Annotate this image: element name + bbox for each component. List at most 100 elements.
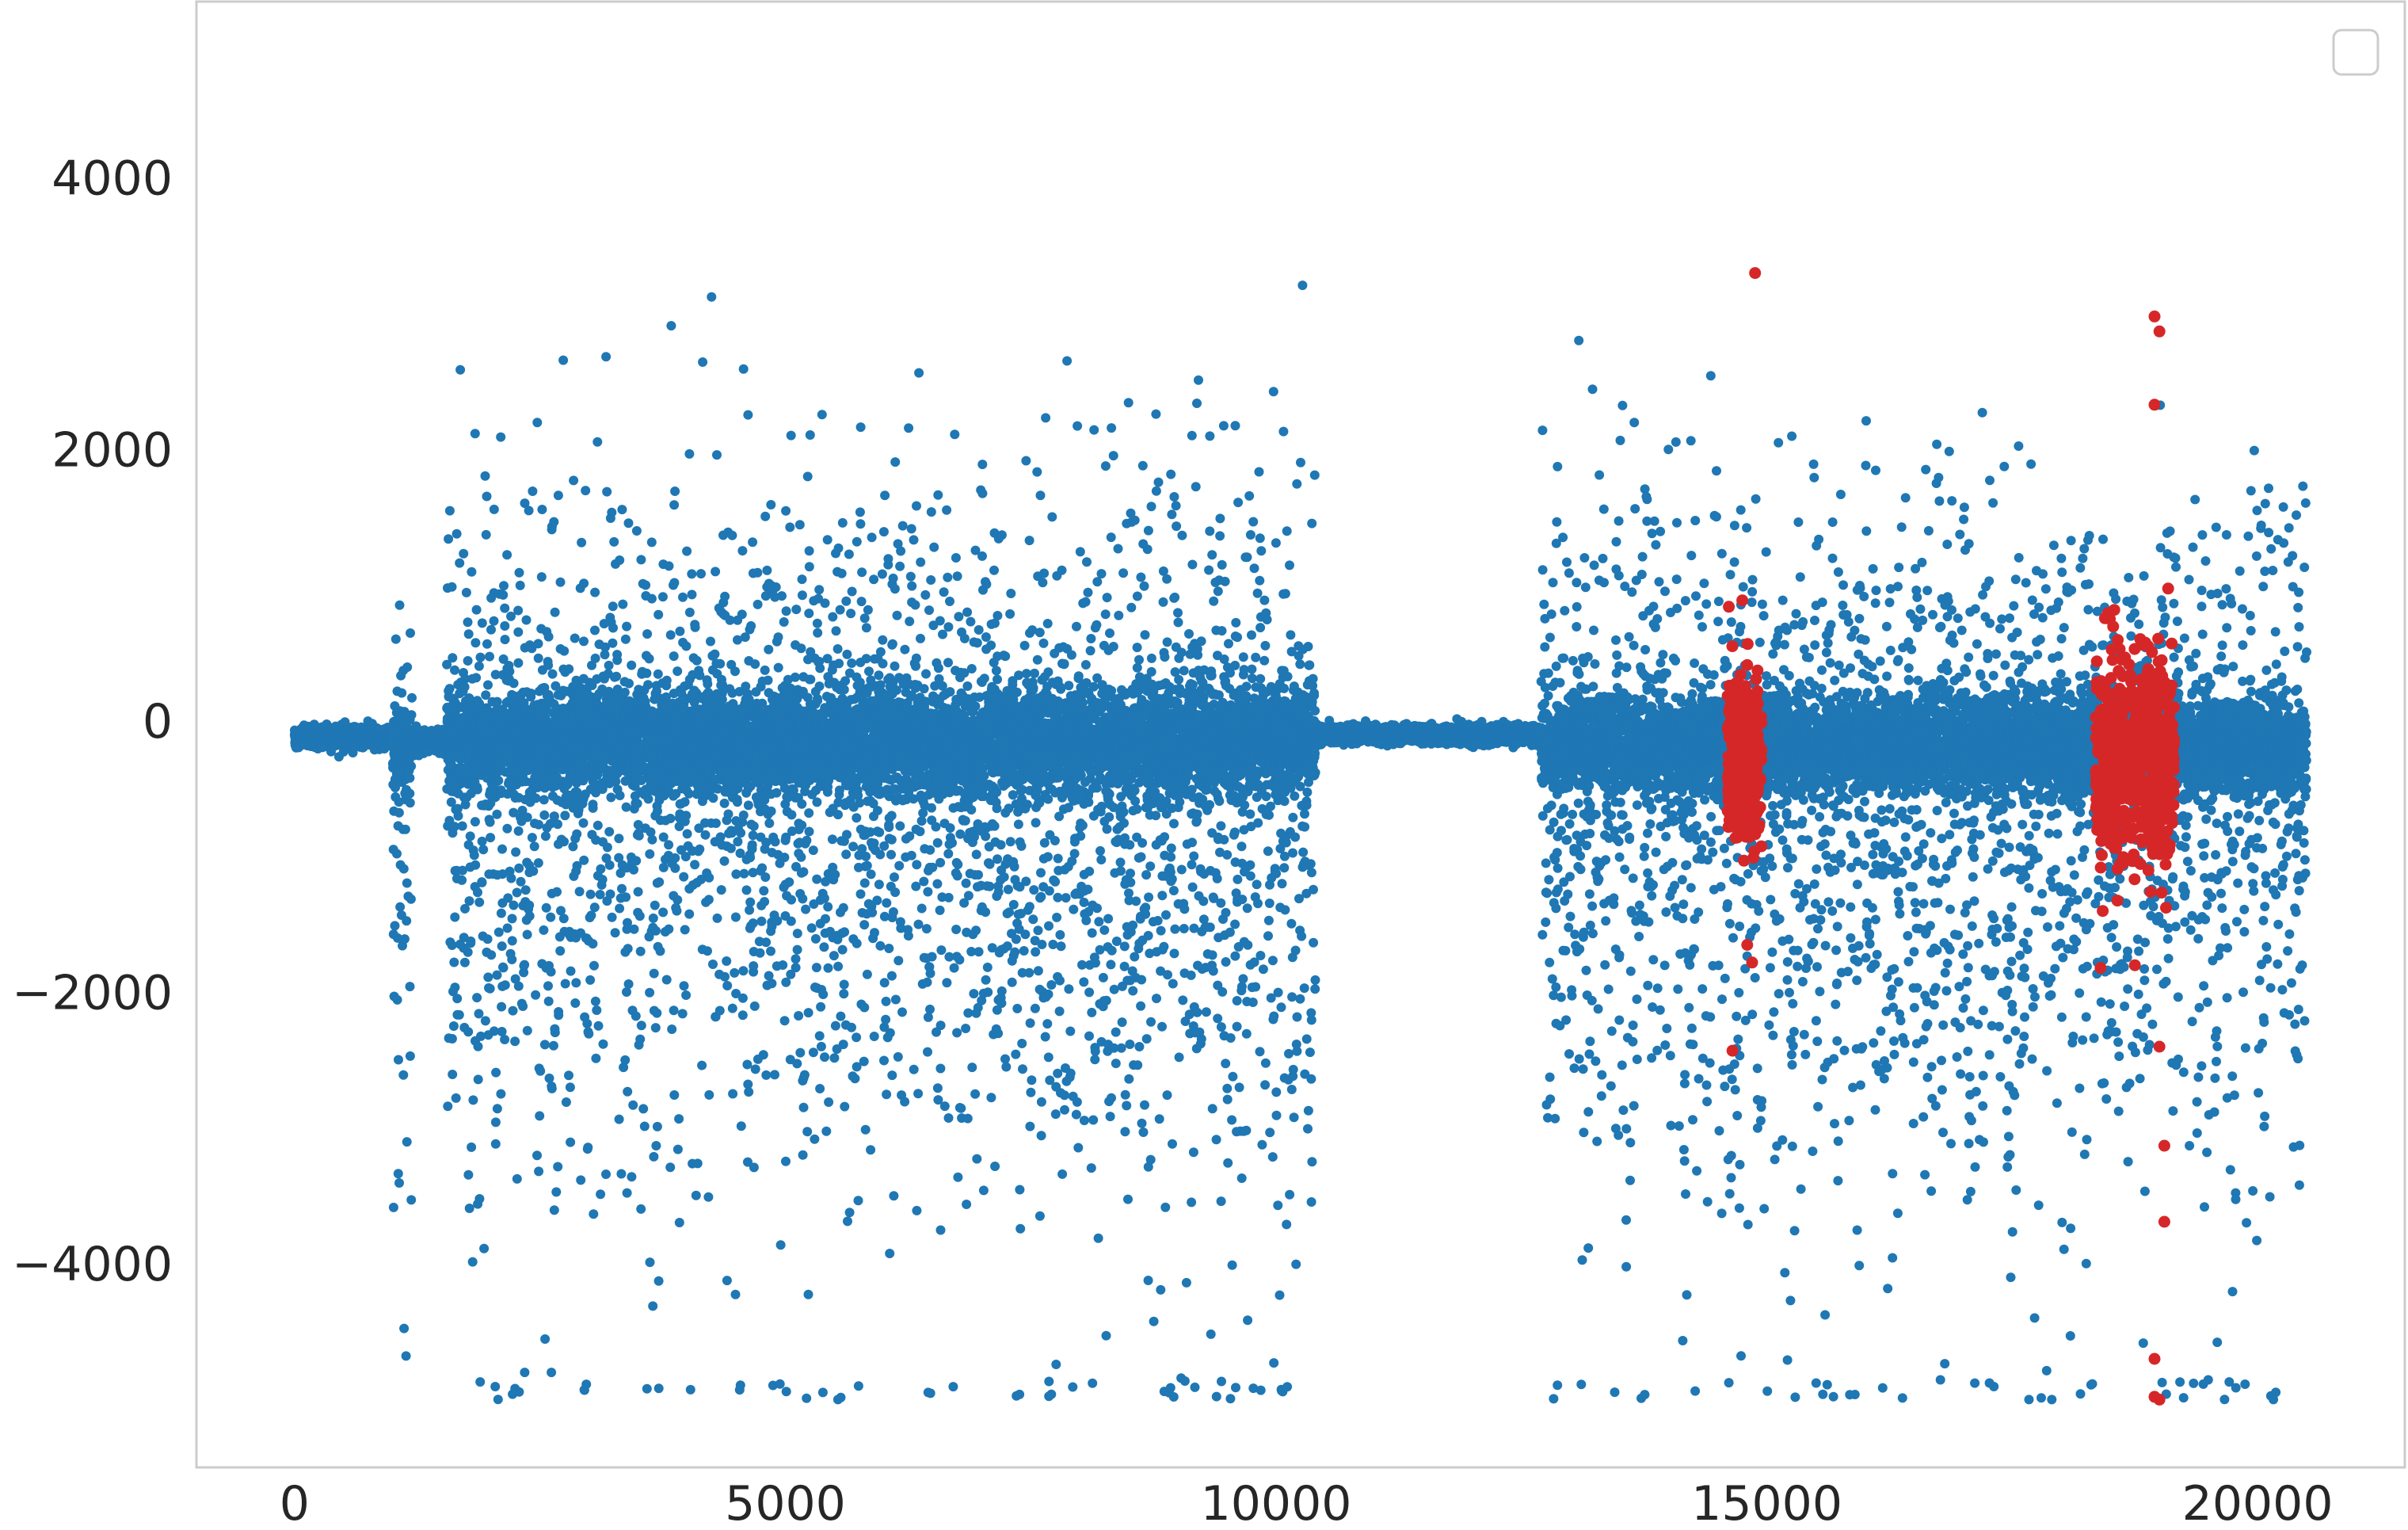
data-point (547, 669, 558, 679)
data-point (549, 1205, 559, 1215)
data-point (526, 689, 536, 699)
data-point (650, 1023, 661, 1033)
data-point (737, 546, 748, 556)
data-point (622, 987, 631, 997)
data-point (635, 1034, 646, 1044)
data-point (392, 994, 402, 1005)
data-point (448, 1021, 459, 1031)
data-point (723, 809, 733, 819)
data-point (700, 830, 711, 840)
data-point (653, 669, 663, 679)
data-point (622, 621, 632, 631)
data-point (755, 948, 765, 958)
data-point (393, 1169, 403, 1179)
data-point (762, 565, 772, 575)
data-point (732, 797, 742, 807)
data-point (752, 567, 763, 578)
data-point (514, 567, 524, 578)
data-point (406, 1195, 417, 1205)
data-point (524, 911, 535, 921)
data-point (566, 966, 576, 976)
data-point (394, 600, 405, 610)
data-point (672, 906, 682, 916)
data-point (704, 872, 714, 883)
data-point (400, 824, 410, 834)
data-point (770, 837, 780, 847)
data-point (463, 629, 474, 639)
data-point (463, 1027, 474, 1037)
data-point (690, 622, 700, 632)
data-point (761, 1070, 772, 1080)
data-point (543, 981, 553, 991)
data-point (772, 916, 783, 926)
data-point (391, 634, 401, 644)
data-point (450, 912, 460, 922)
data-point (759, 886, 769, 896)
data-point (473, 1041, 483, 1051)
data-point (653, 609, 664, 620)
data-point (612, 671, 622, 681)
data-point (767, 979, 777, 989)
data-point (608, 623, 618, 633)
data-point (471, 605, 482, 615)
data-point (552, 887, 562, 897)
data-point (654, 877, 665, 887)
data-point (483, 972, 493, 982)
data-point (459, 682, 470, 692)
data-point (711, 818, 721, 828)
data-point (670, 863, 680, 873)
data-point (492, 696, 502, 707)
data-point (760, 872, 771, 882)
data-point (716, 885, 726, 895)
data-point (737, 1010, 748, 1021)
data-point (726, 843, 736, 853)
data-point (775, 1240, 786, 1250)
data-point (735, 1380, 745, 1391)
data-point (459, 957, 470, 967)
data-point (477, 836, 487, 846)
data-point (497, 844, 507, 854)
data-point (398, 864, 409, 874)
data-point (486, 624, 496, 635)
data-point (407, 693, 417, 703)
data-point (514, 1387, 524, 1397)
data-point (590, 625, 600, 635)
data-point (577, 537, 587, 548)
data-point (399, 1323, 410, 1334)
data-point (684, 607, 695, 617)
data-point (447, 582, 457, 592)
data-point (760, 665, 770, 675)
data-point (645, 1257, 655, 1268)
data-point (642, 629, 653, 639)
data-point (650, 900, 660, 910)
data-point (534, 1166, 544, 1177)
data-point (444, 534, 454, 544)
data-point (507, 914, 517, 924)
data-point (463, 656, 473, 666)
data-point (715, 658, 726, 669)
data-point (615, 903, 625, 914)
data-point (500, 980, 510, 990)
data-point (596, 864, 606, 874)
data-point (512, 887, 522, 898)
data-point (669, 1090, 680, 1100)
data-point (447, 1034, 457, 1044)
data-point (764, 818, 775, 828)
data-point (730, 666, 740, 677)
data-point (579, 855, 589, 865)
data-point (664, 840, 674, 850)
data-point (489, 504, 499, 514)
data-point (750, 659, 760, 670)
data-point (561, 1097, 571, 1107)
data-point (453, 811, 463, 821)
data-point (581, 486, 591, 496)
data-point (748, 918, 758, 929)
data-point (547, 1368, 557, 1378)
data-point (455, 558, 465, 568)
data-point (472, 993, 482, 1003)
data-point (540, 1334, 551, 1344)
data-point (470, 429, 480, 439)
data-point (669, 500, 680, 510)
data-point (664, 561, 674, 571)
